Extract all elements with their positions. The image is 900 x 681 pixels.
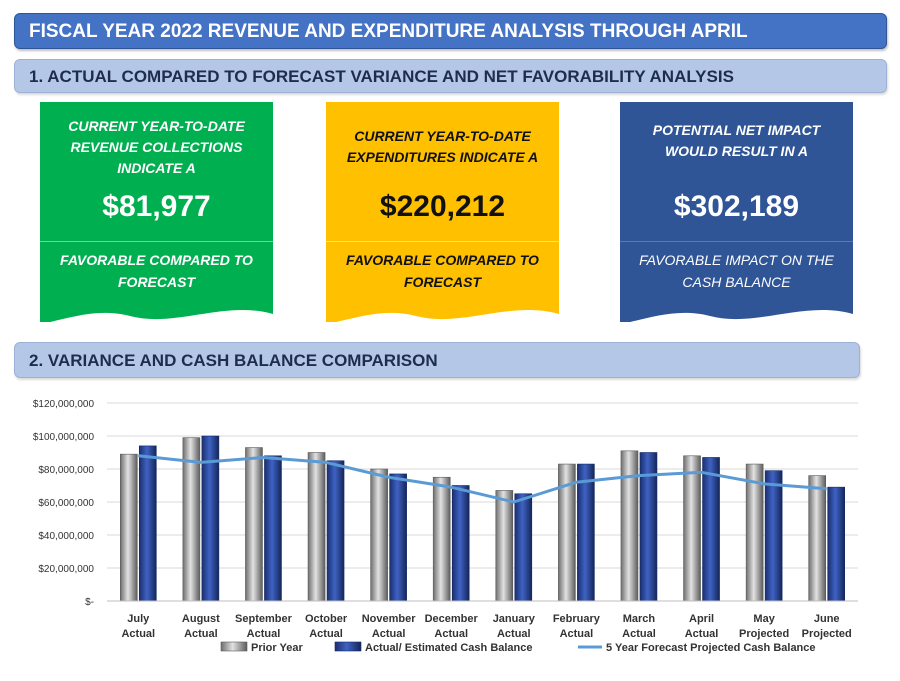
cash-balance-bar bbox=[451, 485, 470, 602]
x-tick-label: Projected bbox=[802, 628, 852, 640]
cash-balance-bar bbox=[577, 463, 595, 602]
x-tick-label: November bbox=[362, 613, 417, 625]
prior-year-bar bbox=[307, 452, 326, 602]
revenue-card-background bbox=[40, 102, 273, 322]
chart-legend: Prior Year Actual/ Estimated Cash Balance… bbox=[220, 641, 816, 654]
net-impact-card-lead: POTENTIAL NET IMPACT WOULD RESULT IN A bbox=[652, 122, 821, 159]
x-tick-label: June bbox=[814, 613, 840, 625]
y-tick-label: $80,000,000 bbox=[38, 465, 94, 476]
x-tick-label: August bbox=[182, 613, 220, 625]
revenue-card: CURRENT YEAR-TO-DATE REVENUE COLLECTIONS… bbox=[40, 102, 273, 322]
revenue-card-amount: $81,977 bbox=[102, 190, 211, 223]
x-tick-label: Actual bbox=[121, 628, 155, 640]
x-tick-label: Actual bbox=[434, 628, 468, 640]
expenditures-card-amount: $220,212 bbox=[379, 190, 506, 223]
net-impact-card-background bbox=[620, 102, 853, 322]
expenditures-card-tail: FAVORABLE COMPARED TO FORECAST bbox=[346, 252, 539, 290]
x-tick-label: March bbox=[623, 613, 656, 625]
x-tick-label: May bbox=[753, 613, 775, 625]
y-tick-label: $- bbox=[85, 597, 94, 608]
net-impact-card-tail: FAVORABLE IMPACT ON THE CASH BALANCE bbox=[639, 252, 834, 290]
revenue-card-divider bbox=[40, 241, 273, 242]
prior-year-bar bbox=[495, 490, 514, 602]
x-tick-label: February bbox=[553, 613, 601, 625]
forecast-line bbox=[138, 454, 827, 504]
prior-year-bar bbox=[245, 447, 263, 602]
x-tick-label: Actual bbox=[309, 628, 343, 640]
revenue-card-lead: CURRENT YEAR-TO-DATE REVENUE COLLECTIONS… bbox=[68, 118, 245, 176]
y-tick-label: $100,000,000 bbox=[33, 432, 95, 443]
x-tick-label: Actual bbox=[497, 628, 531, 640]
prior-year-bar bbox=[370, 468, 388, 602]
prior-year-bar bbox=[808, 475, 827, 602]
cash-balance-bar bbox=[702, 457, 720, 602]
net-impact-card: POTENTIAL NET IMPACT WOULD RESULT IN A $… bbox=[620, 102, 853, 322]
x-tick-label: Actual bbox=[622, 628, 656, 640]
y-tick-label: $120,000,000 bbox=[33, 399, 95, 410]
chart-gridlines bbox=[107, 402, 858, 602]
cash-balance-bar bbox=[326, 460, 345, 602]
section-2-title: 2. VARIANCE AND CASH BALANCE COMPARISON bbox=[14, 342, 860, 378]
expenditures-card-background bbox=[326, 102, 559, 322]
cash-balance-bar bbox=[514, 493, 533, 602]
section-1-title: 1. ACTUAL COMPARED TO FORECAST VARIANCE … bbox=[14, 59, 887, 93]
x-tick-label: October bbox=[305, 613, 348, 625]
chart-bars bbox=[119, 435, 846, 602]
x-tick-label: September bbox=[235, 613, 293, 625]
x-tick-label: July bbox=[127, 613, 150, 625]
cash-balance-bar bbox=[827, 486, 846, 602]
x-tick-label: Actual bbox=[560, 628, 594, 640]
expenditures-card-lead: CURRENT YEAR-TO-DATE EXPENDITURES INDICA… bbox=[346, 128, 539, 165]
y-tick-label: $20,000,000 bbox=[38, 564, 94, 575]
x-tick-label: January bbox=[493, 613, 536, 625]
legend-swatch-cash-balance bbox=[334, 641, 362, 652]
x-tick-label: December bbox=[425, 613, 479, 625]
prior-year-bar bbox=[119, 453, 138, 602]
chart-y-axis: $- $20,000,000 $40,000,000 $60,000,000 $80,0… bbox=[33, 399, 95, 608]
x-tick-label: Actual bbox=[184, 628, 218, 640]
legend-label: 5 Year Forecast Projected Cash Balance bbox=[606, 642, 816, 654]
legend-label: Prior Year bbox=[251, 642, 303, 654]
y-tick-label: $60,000,000 bbox=[38, 498, 94, 509]
cash-balance-bar bbox=[264, 455, 282, 602]
page-title: FISCAL YEAR 2022 REVENUE AND EXPENDITURE… bbox=[14, 13, 887, 49]
legend-swatch-prior-year bbox=[220, 641, 248, 652]
cash-balance-bar bbox=[138, 445, 157, 602]
y-tick-label: $40,000,000 bbox=[38, 531, 94, 542]
prior-year-bar bbox=[432, 476, 451, 602]
prior-year-bar bbox=[620, 450, 639, 602]
chart-forecast-line bbox=[138, 454, 827, 504]
legend-label: Actual/ Estimated Cash Balance bbox=[365, 642, 533, 654]
expenditures-card: CURRENT YEAR-TO-DATE EXPENDITURES INDICA… bbox=[326, 102, 559, 322]
expenditures-card-divider bbox=[326, 241, 559, 242]
cash-balance-bar bbox=[764, 470, 783, 602]
x-tick-label: Actual bbox=[685, 628, 719, 640]
x-tick-label: Actual bbox=[247, 628, 281, 640]
net-impact-card-divider bbox=[620, 241, 853, 242]
x-tick-label: April bbox=[689, 613, 714, 625]
net-impact-card-amount: $302,189 bbox=[673, 190, 800, 223]
x-tick-label: Projected bbox=[739, 628, 789, 640]
cash-balance-chart: $- $20,000,000 $40,000,000 $60,000,000 $80,0… bbox=[33, 399, 858, 654]
x-tick-label: Actual bbox=[372, 628, 406, 640]
revenue-card-tail: FAVORABLE COMPARED TO FORECAST bbox=[60, 252, 253, 290]
cash-balance-bar bbox=[389, 473, 407, 602]
prior-year-bar bbox=[683, 455, 701, 602]
chart-x-axis: July Actual August Actual September Actual Oct… bbox=[107, 600, 858, 640]
